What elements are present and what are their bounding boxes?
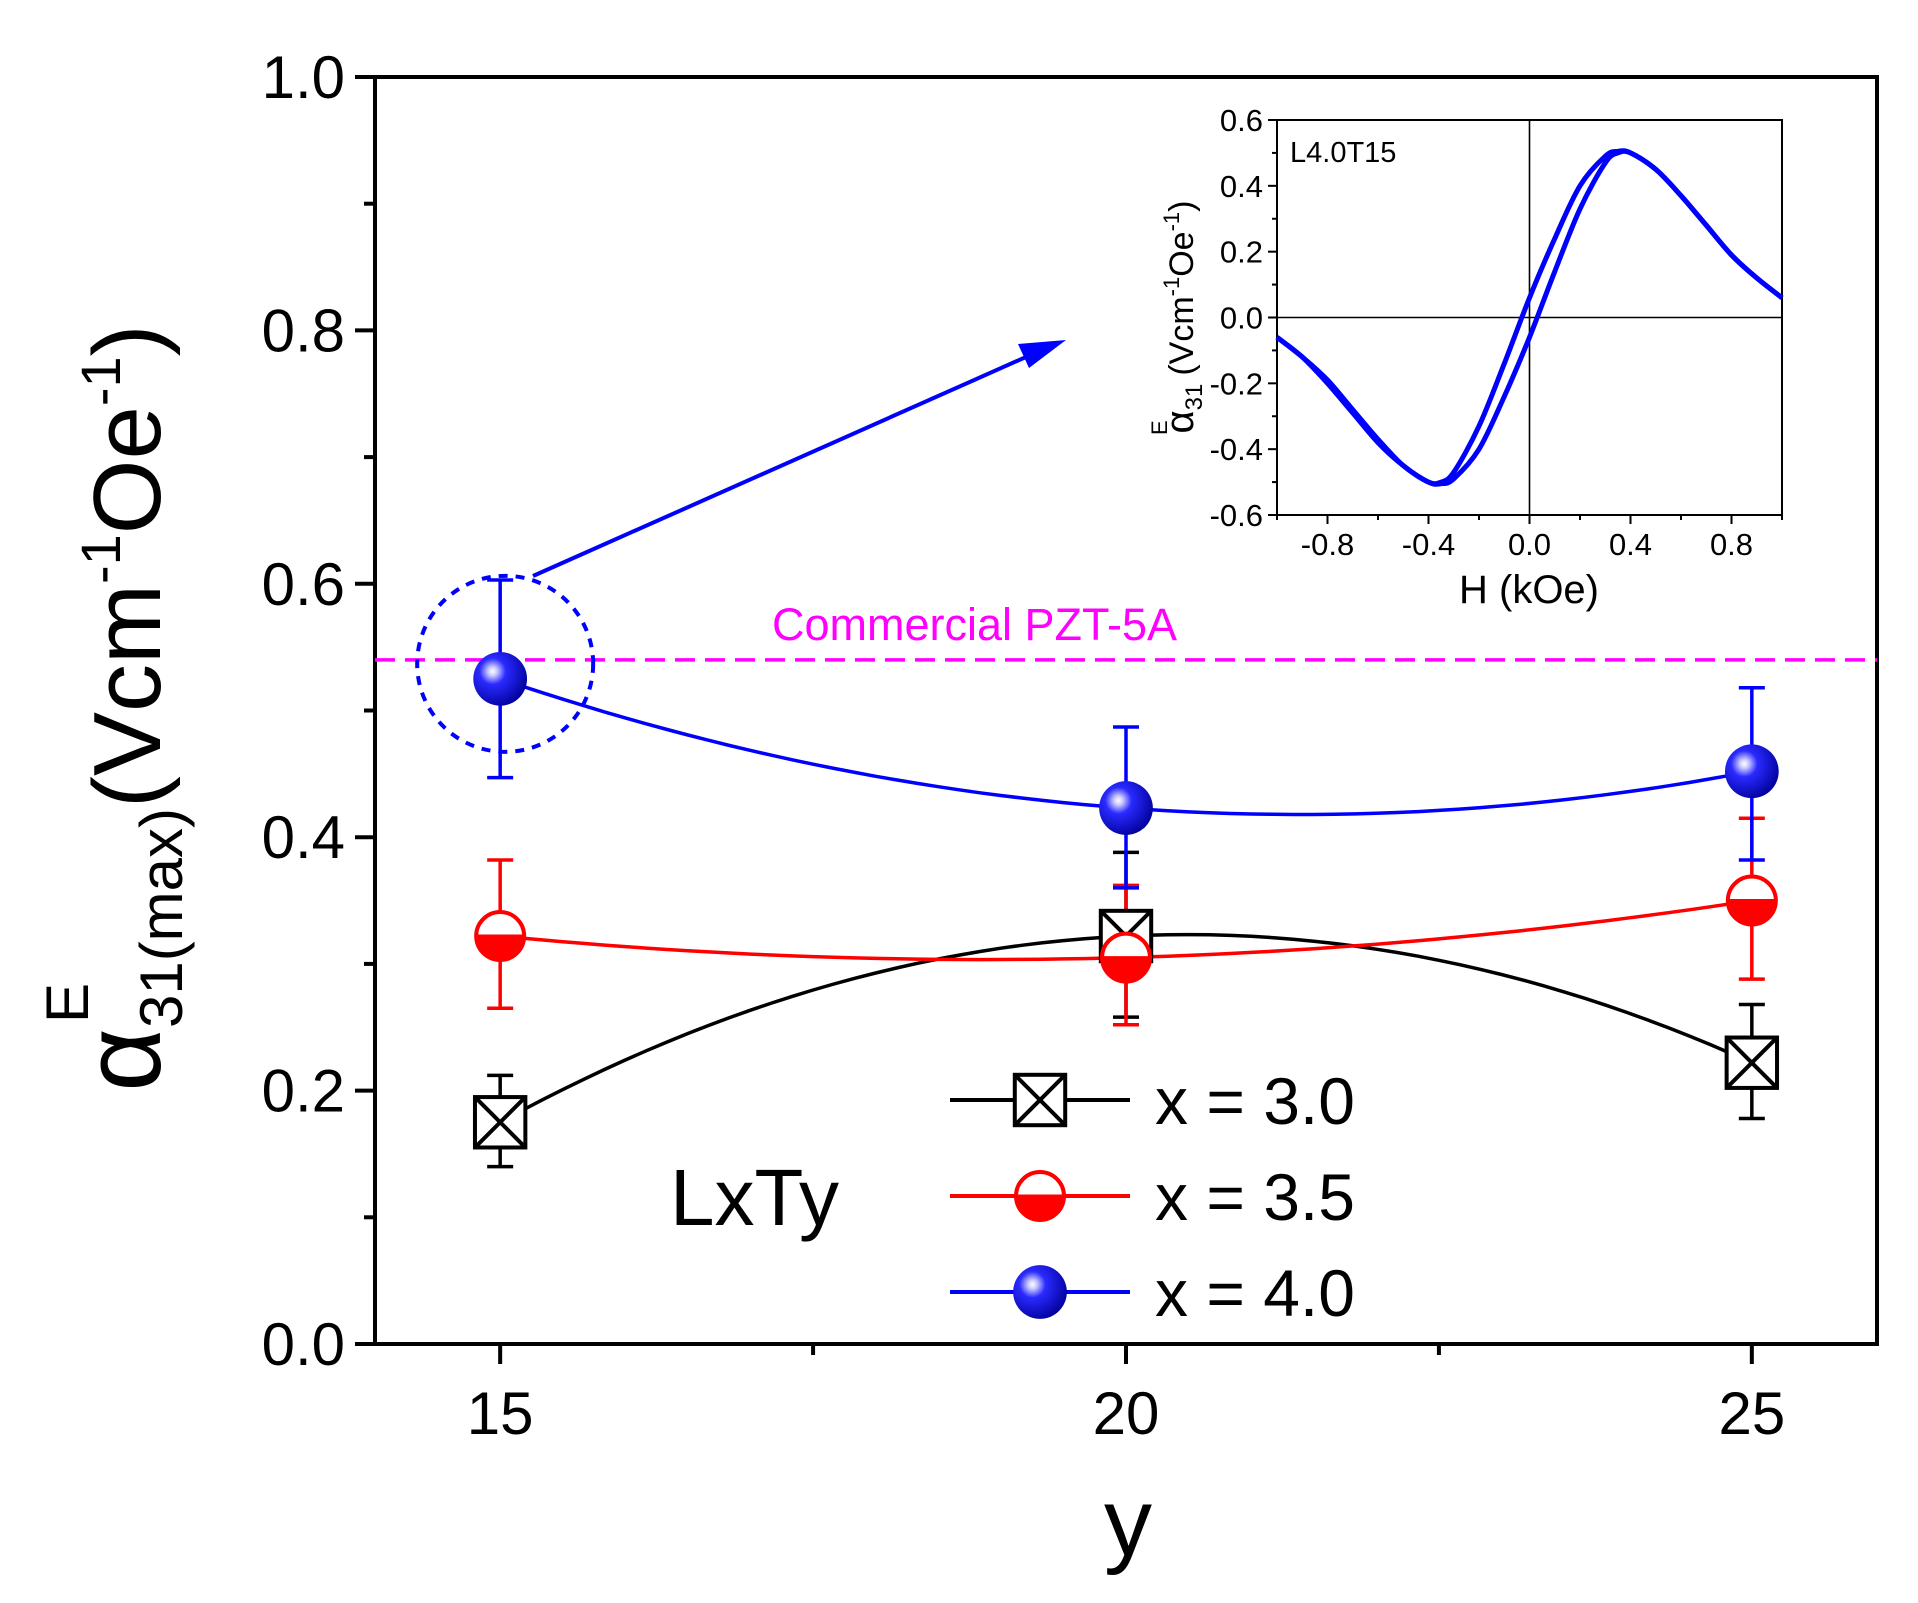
inset-y-title-subscript: 31 — [1181, 384, 1208, 411]
inset-y-title-unit-exp1: -1 — [1159, 277, 1184, 297]
main-x-tick-label: 15 — [467, 1380, 534, 1447]
y-title-unit-exp1: -1 — [69, 534, 132, 584]
marker-sphere — [1099, 781, 1153, 835]
inset-x-axis-title: H (kOe) — [1459, 568, 1599, 612]
main-y-axis-title: α31(max)(Vcm-1Oe-1) E — [34, 324, 195, 1091]
marker-half-circle-fill — [1727, 900, 1776, 925]
marker-sphere — [1724, 744, 1779, 799]
main-y-tick-label: 0.0 — [262, 1311, 345, 1378]
marker-half-circle-fill — [1016, 1196, 1064, 1220]
main-x-axis-title: y — [1104, 1469, 1152, 1576]
inset-y-tick-label: -0.4 — [1210, 432, 1263, 467]
inset-y-tick-label: -0.2 — [1210, 366, 1263, 401]
y-title-subscript: 31(max) — [128, 808, 195, 1028]
main-y-tick-label: 0.8 — [262, 297, 345, 364]
inset-x-tick-label: 0.0 — [1508, 527, 1551, 562]
y-title-unit-close: ) — [74, 324, 181, 356]
legend-label: x = 3.5 — [1155, 1160, 1355, 1234]
svg-text:α31(max)(Vcm-1Oe-1): α31(max)(Vcm-1Oe-1) — [61, 324, 195, 1091]
y-title-unit-exp2: -1 — [69, 356, 132, 406]
inset-y-tick-label: 0.0 — [1220, 301, 1263, 336]
inset-x-tick-label: -0.4 — [1402, 527, 1455, 562]
legend-label: x = 4.0 — [1155, 1256, 1355, 1330]
marker-cross-line — [1013, 1073, 1067, 1127]
inset-y-tick-label: 0.2 — [1220, 235, 1263, 270]
svg-text:α31(Vcm-1Oe-1): α31(Vcm-1Oe-1) — [1158, 201, 1208, 434]
y-title-unit-open: (Vcm — [74, 584, 181, 808]
marker-cross-line — [1725, 1036, 1779, 1090]
highlight-arrow-head — [1018, 340, 1066, 368]
main-y-axis: 0.0 0.2 0.4 0.6 0.8 1.0 — [262, 44, 375, 1378]
highlight-circle — [415, 573, 596, 754]
inset-y-title-superscript: E — [1147, 420, 1172, 435]
main-y-tick-label: 0.4 — [262, 804, 345, 871]
marker-cross-line — [473, 1095, 527, 1149]
main-y-tick-label: 0.6 — [262, 551, 345, 618]
inset-y-title-unit-close: ) — [1163, 201, 1201, 212]
inset-chart: -0.6 -0.4 -0.2 0.0 0.2 0.4 0.6 -0.8 -0.4 0.0 0.4 0… — [1147, 103, 1784, 612]
inset-loop-curves — [1275, 148, 1784, 487]
marker-sphere — [473, 651, 528, 706]
marker-sphere — [1013, 1265, 1067, 1319]
main-x-tick-label: 20 — [1093, 1380, 1160, 1447]
main-x-tick-label: 25 — [1718, 1380, 1785, 1447]
inset-y-title-unit-open: (Vcm — [1163, 296, 1201, 375]
inset-y-axis-title: α31(Vcm-1Oe-1) E — [1147, 201, 1208, 435]
inset-y-tick-label: 0.4 — [1220, 169, 1263, 204]
main-y-tick-label: 1.0 — [262, 44, 345, 111]
highlight-arrow-shaft — [532, 351, 1036, 578]
inset-loop-curve — [1275, 148, 1784, 487]
inset-y-axis: -0.6 -0.4 -0.2 0.0 0.2 0.4 0.6 — [1210, 103, 1277, 533]
legend-title: LxTy — [670, 1153, 839, 1242]
inset-y-tick-label: -0.6 — [1210, 498, 1263, 533]
inset-x-tick-label: -0.8 — [1301, 527, 1354, 562]
inset-x-tick-label: 0.8 — [1710, 527, 1753, 562]
marker-half-circle-fill — [476, 936, 525, 961]
inset-sample-label: L4.0T15 — [1290, 137, 1396, 169]
legend-label: x = 3.0 — [1155, 1064, 1355, 1138]
main-y-tick-label: 0.2 — [262, 1058, 345, 1125]
legend: LxTy x = 3.0 x = 3.5 x = 4.0 — [670, 1064, 1355, 1330]
inset-y-title-alpha: α — [1158, 410, 1202, 433]
inset-x-axis: -0.8 -0.4 0.0 0.4 0.8 — [1276, 515, 1783, 562]
main-chart: 0.0 0.2 0.4 0.6 0.8 1.0 15 20 25 Commercial PZT… — [34, 44, 1879, 1576]
inset-y-title-unit-exp2: -1 — [1159, 212, 1184, 232]
inset-x-tick-label: 0.4 — [1609, 527, 1652, 562]
y-title-unit-mid: Oe — [74, 406, 181, 534]
reference-line-label: Commercial PZT-5A — [772, 599, 1177, 650]
y-title-superscript: E — [34, 983, 101, 1023]
main-x-axis: 15 20 25 — [467, 1344, 1785, 1447]
inset-y-title-unit-mid: Oe — [1163, 231, 1201, 276]
marker-half-circle-fill — [1102, 957, 1150, 982]
main-markers — [472, 651, 1780, 1150]
inset-y-tick-label: 0.6 — [1220, 103, 1263, 138]
y-title-alpha: α — [61, 1028, 184, 1092]
